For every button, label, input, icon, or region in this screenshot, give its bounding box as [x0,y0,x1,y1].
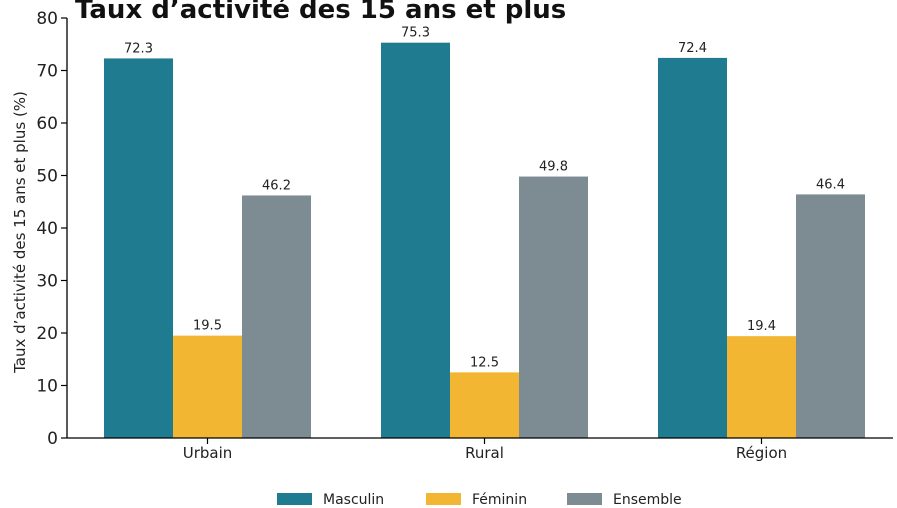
y-tick-label: 20 [36,324,58,344]
data-labels: 72.3 19.5 46.2 75.3 12.5 49.8 72.4 19.4 46.4 [124,26,845,371]
x-tick-label: Urbain [183,444,233,462]
y-tick-label: 80 [36,9,58,29]
bar-région-masculin [658,57,727,439]
x-tick-label: Rural [465,444,504,462]
y-tick-label: 10 [36,377,58,397]
data-label: 49.8 [539,160,568,175]
bar-rural-ensemble [519,176,588,439]
data-label: 75.3 [401,26,430,41]
legend-label: Féminin [472,492,527,508]
y-tick-label: 60 [36,114,58,134]
bar-région-ensemble [796,194,865,438]
bar-urbain-féminin [173,335,242,438]
data-label: 12.5 [470,355,499,370]
legend: Masculin Féminin Ensemble [277,492,682,508]
data-label: 72.4 [678,41,707,56]
legend-label: Ensemble [613,492,682,508]
y-axis-label: Taux d’activité des 15 ans et plus (%) [11,91,29,374]
bar-région-féminin [727,336,796,438]
y-tick-label: 30 [36,272,58,292]
y-tick-label: 50 [36,167,58,187]
legend-swatch-féminin [426,493,461,505]
data-label: 72.3 [124,41,153,56]
bar-rural-masculin [381,42,450,439]
x-axis-ticks: Urbain Rural Région [183,438,787,462]
bar-urbain-ensemble [242,195,311,438]
chart-title: Taux d’activité des 15 ans et plus [75,0,566,25]
x-tick-label: Région [736,444,787,462]
plot-area [104,42,865,439]
data-label: 19.5 [193,319,222,334]
legend-swatch-ensemble [567,493,602,505]
legend-label: Masculin [323,492,384,508]
y-tick-label: 0 [47,429,58,449]
data-label: 46.4 [816,177,845,192]
data-label: 19.4 [747,319,776,334]
data-label: 46.2 [262,178,291,193]
bar-urbain-masculin [104,58,173,439]
y-tick-label: 70 [36,62,58,82]
y-tick-label: 40 [36,219,58,239]
bar-rural-féminin [450,372,519,438]
y-axis-ticks: 0 10 20 30 40 50 60 70 80 [36,9,67,449]
legend-swatch-masculin [277,493,312,505]
